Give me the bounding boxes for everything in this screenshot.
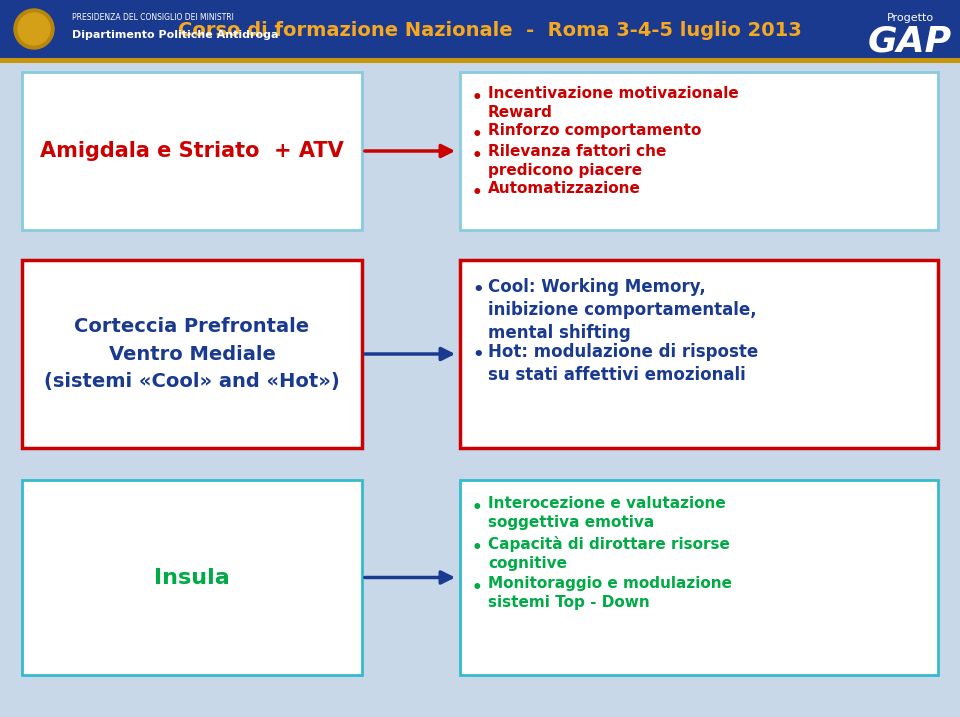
FancyBboxPatch shape (22, 260, 362, 448)
Text: Incentivazione motivazionale
Reward: Incentivazione motivazionale Reward (488, 86, 739, 120)
FancyBboxPatch shape (460, 260, 938, 448)
Text: •: • (472, 184, 483, 202)
Text: •: • (472, 147, 483, 165)
Text: Automatizzazione: Automatizzazione (488, 181, 641, 196)
Text: •: • (472, 499, 483, 517)
Text: Corso di formazione Nazionale  -  Roma 3-4-5 luglio 2013: Corso di formazione Nazionale - Roma 3-4… (179, 22, 802, 40)
Text: •: • (472, 89, 483, 107)
Text: Insula: Insula (155, 567, 229, 587)
Text: Amigdala e Striato  + ATV: Amigdala e Striato + ATV (40, 141, 344, 161)
Text: Monitoraggio e modulazione
sistemi Top - Down: Monitoraggio e modulazione sistemi Top -… (488, 576, 732, 610)
FancyBboxPatch shape (460, 72, 938, 230)
Text: Interocezione e valutazione
soggettiva emotiva: Interocezione e valutazione soggettiva e… (488, 496, 726, 530)
Text: Progetto: Progetto (886, 13, 933, 23)
Text: Cool: Working Memory,
inibizione comportamentale,
mental shifting: Cool: Working Memory, inibizione comport… (488, 278, 756, 342)
Text: GAP: GAP (868, 25, 952, 59)
Text: Hot: modulazione di risposte
su stati affettivi emozionali: Hot: modulazione di risposte su stati af… (488, 343, 758, 384)
FancyBboxPatch shape (0, 0, 960, 58)
Text: Capacità di dirottare risorse
cognitive: Capacità di dirottare risorse cognitive (488, 536, 730, 571)
Text: •: • (472, 281, 484, 299)
FancyBboxPatch shape (0, 58, 960, 63)
Text: Dipartimento Politiche Antidroga: Dipartimento Politiche Antidroga (72, 30, 278, 40)
FancyBboxPatch shape (22, 72, 362, 230)
Text: •: • (472, 579, 483, 597)
Text: Rilevanza fattori che
predicono piacere: Rilevanza fattori che predicono piacere (488, 144, 666, 179)
Text: •: • (472, 346, 484, 364)
Text: •: • (472, 126, 483, 144)
Circle shape (14, 9, 54, 49)
Text: •: • (472, 539, 483, 557)
FancyBboxPatch shape (22, 480, 362, 675)
Text: PRESIDENZA DEL CONSIGLIO DEI MINISTRI: PRESIDENZA DEL CONSIGLIO DEI MINISTRI (72, 12, 234, 22)
FancyBboxPatch shape (460, 480, 938, 675)
Text: Corteccia Prefrontale
Ventro Mediale
(sistemi «Cool» and «Hot»): Corteccia Prefrontale Ventro Mediale (si… (44, 316, 340, 391)
Text: Rinforzo comportamento: Rinforzo comportamento (488, 123, 702, 138)
Circle shape (18, 13, 50, 45)
